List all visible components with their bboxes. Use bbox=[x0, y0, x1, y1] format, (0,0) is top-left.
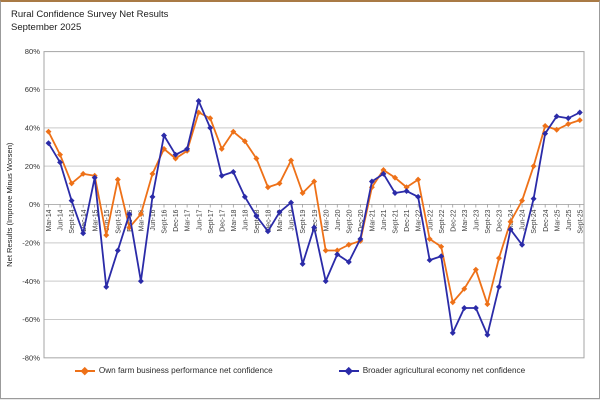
svg-text:Mar-25: Mar-25 bbox=[554, 209, 561, 231]
svg-text:-80%: -80% bbox=[22, 353, 40, 362]
svg-text:Jun-24: Jun-24 bbox=[520, 209, 527, 230]
chart-subtitle: September 2025 bbox=[11, 22, 82, 34]
svg-text:Sept-15: Sept-15 bbox=[115, 209, 122, 233]
svg-text:40%: 40% bbox=[25, 123, 40, 132]
svg-text:-40%: -40% bbox=[22, 277, 40, 286]
svg-text:Jun-19: Jun-19 bbox=[289, 209, 296, 230]
svg-text:-20%: -20% bbox=[22, 238, 40, 247]
svg-text:Mar-22: Mar-22 bbox=[416, 209, 423, 231]
legend-label-broader-economy: Broader agricultural economy net confide… bbox=[362, 366, 526, 375]
svg-text:Dec-19: Dec-19 bbox=[312, 209, 319, 231]
svg-text:Mar-19: Mar-19 bbox=[277, 209, 284, 231]
chart-legend: Own farm business performance net confid… bbox=[1, 366, 599, 375]
svg-text:Mar-18: Mar-18 bbox=[231, 209, 238, 231]
svg-text:Mar-16: Mar-16 bbox=[139, 209, 146, 231]
svg-text:20%: 20% bbox=[25, 162, 40, 171]
svg-text:Jun-22: Jun-22 bbox=[427, 209, 434, 230]
svg-text:Dec-21: Dec-21 bbox=[404, 209, 411, 231]
svg-text:Sept-14: Sept-14 bbox=[69, 209, 76, 233]
svg-text:60%: 60% bbox=[25, 85, 40, 94]
svg-text:Sept-18: Sept-18 bbox=[254, 209, 261, 233]
svg-text:Jun-25: Jun-25 bbox=[566, 209, 573, 230]
svg-text:Dec-18: Dec-18 bbox=[266, 209, 273, 231]
svg-text:80%: 80% bbox=[25, 47, 40, 56]
svg-text:Net Results (Improve Minus Wor: Net Results (Improve Minus Worsen) bbox=[5, 142, 14, 267]
svg-text:Dec-14: Dec-14 bbox=[81, 209, 88, 231]
svg-text:Sept-17: Sept-17 bbox=[208, 209, 215, 233]
svg-text:Mar-23: Mar-23 bbox=[462, 209, 469, 231]
legend-item-broader-economy: Broader agricultural economy net confide… bbox=[338, 366, 526, 375]
svg-text:Mar-15: Mar-15 bbox=[92, 209, 99, 231]
svg-text:Dec-22: Dec-22 bbox=[450, 209, 457, 231]
svg-text:Jun-17: Jun-17 bbox=[196, 209, 203, 230]
own-farm-series-marker-icon bbox=[74, 366, 95, 375]
svg-text:Jun-16: Jun-16 bbox=[150, 209, 157, 230]
svg-text:Dec-24: Dec-24 bbox=[543, 209, 550, 231]
svg-text:Dec-16: Dec-16 bbox=[173, 209, 180, 231]
svg-text:Sept-16: Sept-16 bbox=[162, 209, 169, 233]
svg-text:Mar-14: Mar-14 bbox=[46, 209, 53, 231]
svg-text:Dec-20: Dec-20 bbox=[358, 209, 365, 231]
svg-text:Mar-20: Mar-20 bbox=[323, 209, 330, 231]
svg-text:Sept-24: Sept-24 bbox=[531, 209, 538, 233]
svg-text:Sept-23: Sept-23 bbox=[485, 209, 492, 233]
svg-text:Jun-14: Jun-14 bbox=[58, 209, 65, 230]
svg-text:Jun-18: Jun-18 bbox=[242, 209, 249, 230]
svg-text:-60%: -60% bbox=[22, 315, 40, 324]
svg-text:Sept-21: Sept-21 bbox=[393, 209, 400, 233]
svg-text:Jun-21: Jun-21 bbox=[381, 209, 388, 230]
svg-text:Dec-23: Dec-23 bbox=[497, 209, 504, 231]
svg-text:Jun-23: Jun-23 bbox=[473, 209, 480, 230]
chart-title: Rural Confidence Survey Net Results bbox=[11, 9, 169, 20]
svg-text:Sept-19: Sept-19 bbox=[300, 209, 307, 233]
legend-item-own-farm: Own farm business performance net confid… bbox=[74, 366, 273, 375]
svg-text:Sept-25: Sept-25 bbox=[577, 209, 584, 233]
broader-economy-series-marker-icon bbox=[338, 366, 359, 375]
svg-text:Mar-17: Mar-17 bbox=[185, 209, 192, 231]
svg-text:Jun-20: Jun-20 bbox=[335, 209, 342, 230]
svg-text:Sept-20: Sept-20 bbox=[346, 209, 353, 233]
svg-text:Dec-17: Dec-17 bbox=[219, 209, 226, 231]
svg-text:Sept-22: Sept-22 bbox=[439, 209, 446, 233]
svg-text:Jun-15: Jun-15 bbox=[104, 209, 111, 230]
chart-title-block: Rural Confidence Survey Net Results Sept… bbox=[11, 8, 168, 35]
svg-text:0%: 0% bbox=[29, 200, 40, 209]
svg-text:Mar-21: Mar-21 bbox=[370, 209, 377, 231]
legend-label-own-farm: Own farm business performance net confid… bbox=[98, 366, 273, 375]
